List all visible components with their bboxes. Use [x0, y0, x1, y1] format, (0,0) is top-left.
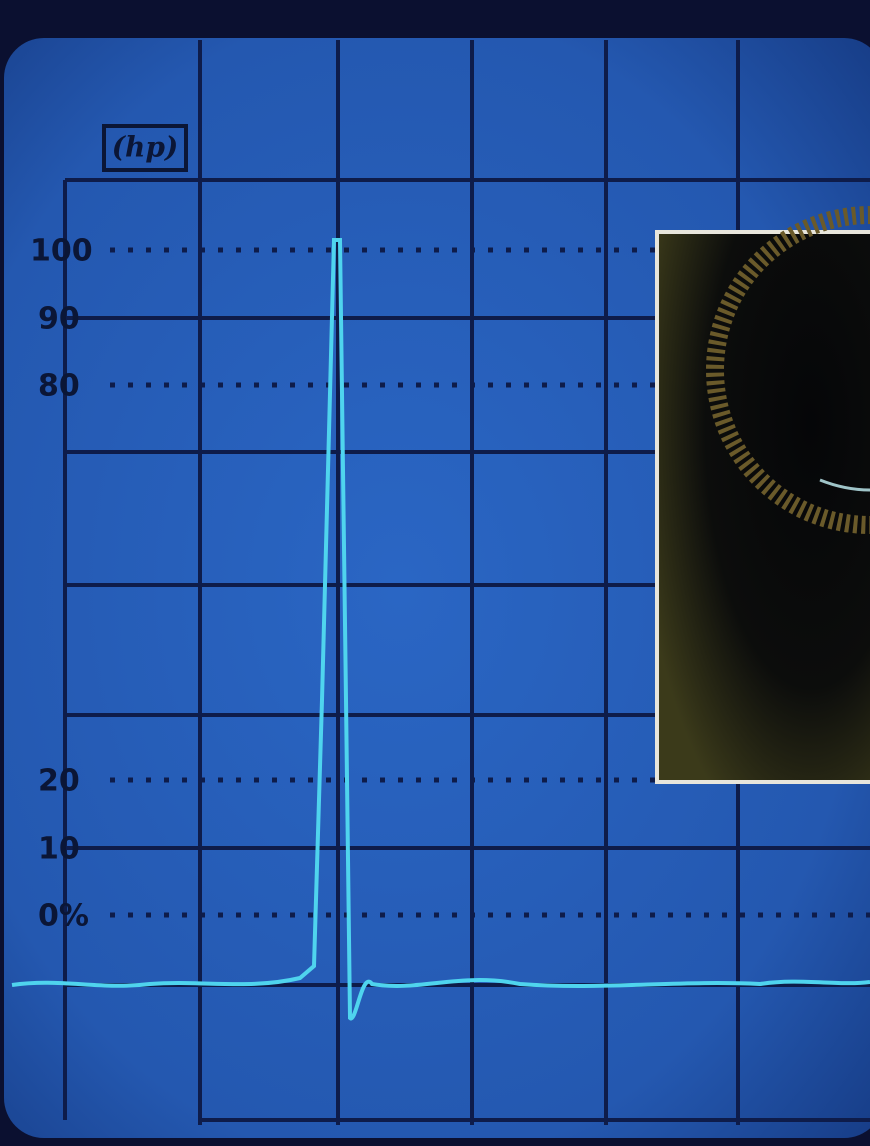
inset-highlight [819, 478, 870, 492]
screen [4, 38, 870, 1138]
scale-label: 20 [38, 764, 80, 799]
logo: (hp) [112, 131, 178, 164]
scale-label: 0% [38, 899, 89, 934]
scale-label: 80 [38, 369, 80, 404]
inset-photo [655, 230, 870, 784]
scale-label: 90 [38, 302, 80, 337]
scale-label: 10 [38, 832, 80, 867]
scale-label: 100 [30, 234, 93, 269]
logo-box [102, 124, 188, 172]
trace [11, 238, 870, 1021]
